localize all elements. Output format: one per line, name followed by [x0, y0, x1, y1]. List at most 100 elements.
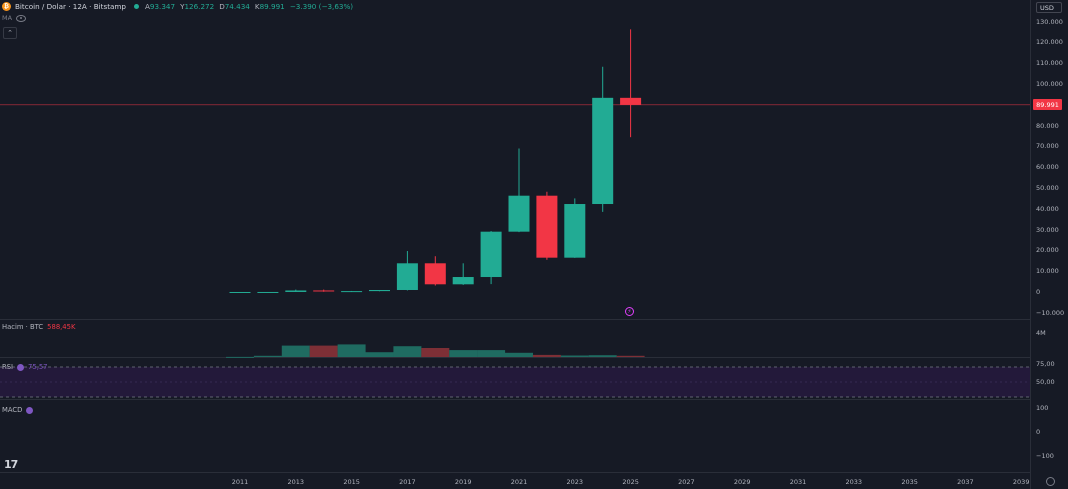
currency-button[interactable]: USD — [1036, 2, 1062, 13]
bitcoin-coin-icon: ₿ — [2, 2, 11, 11]
candle-2018[interactable] — [424, 263, 446, 285]
price-axis-tick: 0 — [1036, 288, 1041, 296]
ma-indicator-legend[interactable]: MA — [2, 14, 27, 22]
volume-bar-2015 — [337, 344, 366, 357]
candle-2015[interactable] — [341, 291, 363, 293]
time-axis-tick: 2015 — [343, 478, 360, 486]
pane-separator[interactable] — [0, 319, 1030, 320]
candle-2011[interactable] — [229, 291, 251, 293]
candle-2016[interactable] — [369, 289, 390, 292]
volume-bar-2014 — [309, 345, 338, 357]
volume-axis-tick: 4M — [1036, 329, 1046, 337]
time-axis-tick: 2017 — [399, 478, 416, 486]
volume-legend[interactable]: Hacim · BTC 588,45K — [2, 323, 75, 331]
candle-2013[interactable] — [285, 290, 307, 292]
low-label: D — [219, 2, 225, 11]
candle-2012[interactable] — [257, 291, 279, 293]
current-price-tag: 89.991 — [1033, 99, 1062, 110]
time-axis-tick: 2037 — [957, 478, 974, 486]
time-axis-tick: 2031 — [789, 478, 807, 486]
candle-2024[interactable] — [592, 97, 614, 205]
volume-bar-2012 — [253, 355, 282, 357]
chevron-up-icon: ⌃ — [7, 29, 13, 37]
candle-2022[interactable] — [536, 195, 558, 258]
time-axis-tick: 2019 — [454, 478, 472, 486]
indicator-icon — [17, 363, 25, 371]
volume-bar-2023 — [560, 355, 589, 357]
macd-axis-tick: 100 — [1036, 404, 1049, 412]
time-axis-tick: 2027 — [678, 478, 695, 486]
eye-icon[interactable] — [16, 14, 27, 22]
candle-2023[interactable] — [564, 204, 586, 258]
price-axis-tick: 70.000 — [1036, 142, 1059, 151]
price-axis-tick: 60.000 — [1036, 163, 1059, 172]
open-label: A — [144, 2, 150, 11]
rsi-axis-tick: 50,00 — [1036, 378, 1055, 386]
price-axis-tick: 80.000 — [1036, 121, 1059, 130]
candle-2020[interactable] — [480, 231, 502, 278]
symbol-title[interactable]: Bitcoin / Dolar · 12A · Bitstamp — [15, 2, 126, 11]
symbol-legend[interactable]: ₿ Bitcoin / Dolar · 12A · Bitstamp A 93.3… — [2, 1, 358, 12]
candle-2021[interactable] — [508, 195, 530, 232]
collapse-legend-button[interactable]: ⌃ — [3, 27, 17, 39]
candle-2019[interactable] — [452, 277, 474, 285]
candle-2017[interactable] — [396, 263, 418, 290]
volume-bar-2022 — [532, 354, 561, 357]
volume-label: Hacim · BTC — [2, 323, 44, 331]
volume-bar-2016 — [365, 352, 394, 357]
rsi-value: 75,57 — [28, 363, 48, 371]
indicator-icon — [26, 406, 34, 414]
time-axis-tick: 2023 — [566, 478, 584, 486]
price-axis-tick: 10.000 — [1036, 267, 1059, 276]
volume-bar-2013 — [281, 345, 310, 357]
time-axis-tick: 2039 — [1012, 478, 1030, 486]
time-axis-tick: 2033 — [845, 478, 863, 486]
volume-bar-2021 — [505, 352, 533, 357]
price-axis-tick: 40.000 — [1036, 204, 1059, 213]
close-label: K — [254, 2, 260, 11]
open-value: 93.347 — [149, 2, 176, 11]
volume-bar-2020 — [477, 350, 506, 357]
lightning-event-icon[interactable]: ⚡ — [625, 307, 634, 316]
time-axis-tick: 2021 — [510, 478, 528, 486]
macd-label: MACD — [2, 406, 23, 414]
volume-bar-2017 — [393, 346, 422, 357]
time-axis-tick: 2035 — [901, 478, 918, 486]
price-axis-tick: 100.000 — [1036, 80, 1063, 88]
price-axis-tick: −10.000 — [1036, 308, 1065, 317]
rsi-label: RSI — [2, 363, 14, 371]
close-value: 89.991 — [259, 2, 285, 11]
macd-legend[interactable]: MACD — [2, 406, 34, 414]
candle-2025[interactable] — [620, 97, 642, 105]
price-axis-tick: 110.000 — [1036, 59, 1063, 68]
price-axis-tick: 30.000 — [1036, 225, 1059, 234]
price-axis-tick: 50.000 — [1036, 184, 1059, 192]
high-label: Y — [180, 2, 185, 11]
price-axis-tick: 130.000 — [1036, 17, 1063, 26]
volume-value: 588,45K — [47, 323, 76, 331]
macd-axis-tick: 0 — [1036, 428, 1041, 436]
time-axis-tick: 2011 — [231, 478, 249, 486]
volume-bar-2025 — [616, 355, 645, 357]
time-axis-tick: 2013 — [287, 478, 305, 486]
pane-separator[interactable] — [0, 399, 1030, 400]
tradingview-logo[interactable]: 17 — [4, 458, 18, 471]
pane-separator[interactable] — [0, 357, 1030, 358]
volume-bar-2019 — [449, 350, 478, 357]
price-axis-separator — [1030, 0, 1031, 489]
rsi-legend[interactable]: RSI 75,57 — [2, 363, 48, 371]
market-status-icon — [133, 4, 139, 9]
macd-axis-tick: −100 — [1036, 452, 1054, 460]
volume-bar-2018 — [421, 348, 450, 357]
price-axis-tick: 120.000 — [1036, 38, 1063, 47]
time-axis-separator — [0, 472, 1030, 473]
high-value: 126.272 — [184, 2, 215, 11]
rsi-axis-tick: 75,00 — [1036, 360, 1055, 368]
candle-2014[interactable] — [313, 290, 335, 292]
volume-bar-2024 — [588, 355, 617, 357]
change-value: −3.390 (−3,63%) — [289, 2, 354, 11]
time-axis-tick: 2025 — [622, 478, 639, 486]
gear-icon[interactable] — [1046, 477, 1055, 486]
time-axis-tick: 2029 — [733, 478, 751, 486]
